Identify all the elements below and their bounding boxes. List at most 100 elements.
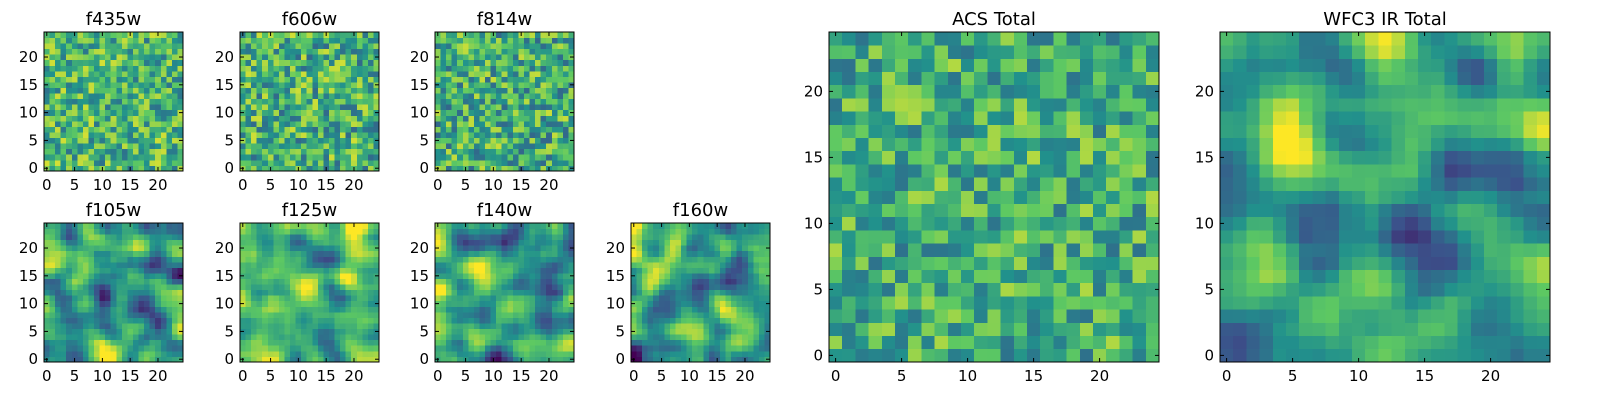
- heatmap-cell: [703, 245, 710, 252]
- heatmap-cell: [301, 154, 308, 161]
- heatmap-cell: [974, 256, 988, 270]
- heatmap-cell: [747, 306, 754, 313]
- heatmap-cell: [473, 59, 480, 66]
- heatmap-cell: [1040, 177, 1054, 191]
- heatmap-cell: [373, 126, 380, 133]
- heatmap-cell: [240, 256, 246, 263]
- heatmap-cell: [451, 115, 458, 122]
- heatmap-cell: [60, 295, 67, 302]
- heatmap-cell: [881, 203, 896, 218]
- heatmap-cell: [490, 76, 497, 83]
- heatmap-cell: [116, 234, 123, 241]
- heatmap-cell: [251, 32, 258, 38]
- heatmap-cell: [479, 328, 486, 335]
- heatmap-cell: [160, 306, 167, 313]
- heatmap-cell: [551, 234, 558, 241]
- heatmap-cell: [160, 345, 167, 352]
- heatmap-cell: [557, 323, 564, 330]
- heatmap-cell: [362, 317, 369, 324]
- heatmap-cell: [88, 126, 95, 133]
- heatmap-cell: [435, 311, 441, 318]
- heatmap-cell: [251, 339, 258, 346]
- heatmap-cell: [362, 350, 369, 357]
- heatmap-cell: [155, 54, 162, 61]
- heatmap-cell: [479, 350, 486, 357]
- heatmap-cell: [557, 93, 564, 100]
- heatmap-cell: [518, 154, 525, 161]
- heatmap-cell: [55, 154, 62, 161]
- heatmap-cell: [435, 104, 441, 111]
- heatmap-cell: [278, 148, 285, 155]
- heatmap-cell: [60, 59, 67, 66]
- heatmap-cell: [529, 32, 536, 38]
- heatmap-cell: [961, 243, 975, 257]
- heatmap-cell: [144, 65, 151, 72]
- heatmap-cell: [908, 296, 922, 310]
- heatmap-cell: [512, 267, 519, 274]
- heatmap-cell: [468, 148, 475, 155]
- heatmap-cell: [356, 245, 363, 252]
- heatmap-cell: [512, 87, 519, 94]
- heatmap-cell: [473, 98, 480, 105]
- heatmap-cell: [664, 256, 671, 263]
- heatmap-cell: [703, 345, 710, 352]
- heatmap-cell: [507, 148, 514, 155]
- heatmap-cell: [251, 115, 258, 122]
- heatmap-cell: [725, 311, 732, 318]
- heatmap-cell: [568, 154, 575, 161]
- heatmap-cell: [256, 148, 263, 155]
- heatmap-cell: [295, 350, 302, 357]
- heatmap-cell: [99, 37, 106, 44]
- heatmap-cell: [284, 256, 291, 263]
- heatmap-cell: [60, 306, 67, 313]
- heatmap-cell: [345, 284, 352, 291]
- heatmap-cell: [267, 323, 274, 330]
- heatmap-cell: [546, 250, 553, 257]
- heatmap-cell: [55, 228, 62, 235]
- heatmap-cell: [523, 323, 530, 330]
- heatmap-cell: [55, 115, 62, 122]
- heatmap-cell: [88, 223, 95, 229]
- heatmap-cell: [160, 65, 167, 72]
- heatmap-cell: [60, 37, 67, 44]
- heatmap-cells: [240, 32, 380, 172]
- heatmap-cell: [273, 159, 280, 166]
- heatmap-cell: [747, 345, 754, 352]
- heatmap-cell: [1053, 256, 1067, 270]
- heatmap-cell: [334, 32, 341, 38]
- heatmap-cell: [127, 267, 134, 274]
- heatmap-cell: [278, 87, 285, 94]
- heatmap-cell: [312, 65, 319, 72]
- heatmap-cell: [278, 165, 285, 172]
- heatmap-cell: [177, 104, 184, 111]
- heatmap-cell: [725, 267, 732, 274]
- heatmap-cell: [351, 334, 358, 341]
- heatmap-cell: [88, 65, 95, 72]
- heatmap-cell: [105, 70, 112, 77]
- heatmap-cell: [457, 93, 464, 100]
- heatmap-cell: [160, 32, 167, 38]
- heatmap-cell: [490, 284, 497, 291]
- heatmap-cell: [334, 154, 341, 161]
- heatmap-cell: [132, 109, 139, 116]
- x-tick-label: 5: [461, 176, 471, 194]
- heatmap-cell: [518, 148, 525, 155]
- heatmap-cell: [742, 350, 749, 357]
- heatmap-cell: [653, 223, 660, 229]
- heatmap-cell: [99, 234, 106, 241]
- heatmap-cell: [171, 59, 178, 66]
- heatmap-cell: [278, 345, 285, 352]
- heatmap-cell: [105, 245, 112, 252]
- heatmap-cell: [675, 295, 682, 302]
- heatmap-cell: [742, 323, 749, 330]
- heatmap-cell: [251, 234, 258, 241]
- heatmap-cell: [138, 132, 145, 139]
- heatmap-cell: [518, 234, 525, 241]
- heatmap-cell: [132, 32, 139, 38]
- heatmap-cell: [94, 120, 100, 127]
- heatmap-cell: [518, 295, 525, 302]
- heatmap-cell: [77, 345, 84, 352]
- heatmap-cell: [60, 300, 67, 307]
- heatmap-cell: [546, 76, 553, 83]
- heatmap-cell: [99, 295, 106, 302]
